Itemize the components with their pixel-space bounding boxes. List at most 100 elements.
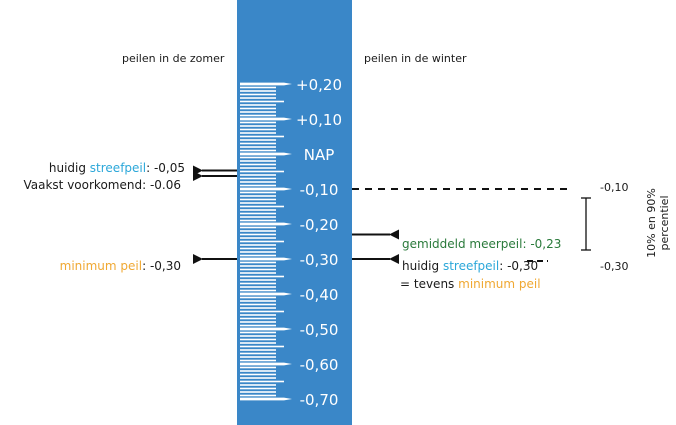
gauge-minor-tick — [240, 279, 276, 281]
gauge-minor-tick — [240, 321, 276, 323]
gauge-minor-tick — [240, 338, 276, 341]
gauge-minor-tick — [240, 391, 276, 393]
winter-streefpeil-prefix: huidig — [402, 259, 443, 273]
gauge-minor-tick — [240, 366, 276, 369]
gauge-minor-tick — [240, 356, 276, 358]
percentile-bracket — [352, 188, 591, 251]
gauge-level-label: -0,10 — [300, 181, 339, 199]
gauge-minor-tick — [240, 384, 276, 386]
winter-heading: peilen in de winter — [364, 52, 467, 65]
summer-streefpeil-prefix: huidig — [49, 161, 90, 175]
gauge-minor-tick — [240, 135, 284, 138]
gauge-minor-tick — [240, 345, 284, 348]
gauge-minor-tick — [240, 373, 276, 376]
summer-vaakst-label: Vaakst voorkomend: -0.06 — [24, 178, 182, 192]
winter-streefpeil-label: huidig streefpeil: -0,30 — [402, 259, 538, 273]
summer-minimum-arrow-head — [193, 254, 203, 264]
winter-tevens-term: minimum peil — [458, 277, 540, 291]
gauge-minor-tick — [240, 170, 284, 173]
gauge-minor-tick — [240, 324, 276, 327]
gauge-labels: +0,20 +0,10 NAP -0,10 -0,20 -0,30 -0,40 -0,50 -0… — [296, 76, 342, 409]
gauge-minor-tick — [240, 254, 276, 257]
gauge-minor-tick — [240, 205, 284, 208]
gauge-minor-tick — [240, 177, 276, 180]
gauge-minor-tick — [240, 247, 276, 250]
gauge-major-tick — [240, 292, 292, 296]
gauge-level-label: -0,20 — [300, 216, 339, 234]
gauge-major-tick — [240, 327, 292, 331]
gauge-minor-tick — [240, 107, 276, 110]
gauge-major-tick — [240, 397, 292, 401]
gauge-minor-tick — [240, 121, 276, 124]
gauge-major-tick — [240, 82, 292, 86]
winter-streefpeil-term: streefpeil — [443, 259, 499, 273]
gauge-minor-tick — [240, 216, 276, 218]
gauge-minor-tick — [240, 331, 276, 334]
winter-meerpeil-arrow-head — [389, 229, 399, 240]
summer-streefpeil-value: : -0,05 — [146, 161, 185, 175]
gauge-minor-tick — [240, 317, 276, 320]
gauge-minor-tick — [240, 219, 276, 222]
percentile-title-line2: percentiel — [658, 195, 671, 250]
summer-heading: peilen in de zomer — [122, 52, 225, 65]
gauge-minor-tick — [240, 198, 276, 201]
gauge-minor-tick — [240, 132, 276, 134]
gauge-ticks — [240, 82, 292, 401]
gauge-minor-tick — [240, 111, 276, 113]
summer-minimum-value: : -0,30 — [142, 259, 181, 273]
gauge-minor-tick — [240, 139, 276, 141]
gauge-minor-tick — [240, 233, 276, 236]
gauge-major-tick — [240, 222, 292, 226]
gauge-level-label: -0,50 — [300, 321, 339, 339]
gauge-level-label: -0,60 — [300, 356, 339, 374]
gauge-minor-tick — [240, 163, 276, 166]
gauge-minor-tick — [240, 370, 276, 372]
gauge-minor-tick — [240, 387, 276, 390]
gauge-minor-tick — [240, 380, 284, 383]
gauge-minor-tick — [240, 237, 276, 239]
gauge-major-tick — [240, 152, 292, 156]
gauge-minor-tick — [240, 160, 276, 162]
gauge-minor-tick — [240, 174, 276, 176]
gauge-minor-tick — [240, 377, 276, 379]
gauge-minor-tick — [240, 251, 276, 253]
winter-streefpeil-value: : -0,30 — [499, 259, 538, 273]
gauge-minor-tick — [240, 240, 284, 243]
gauge-major-tick — [240, 362, 292, 366]
gauge-minor-tick — [240, 104, 276, 106]
summer-vaakst-arrow-head — [193, 171, 203, 181]
gauge-minor-tick — [240, 349, 276, 351]
gauge-minor-tick — [240, 307, 276, 309]
gauge-minor-tick — [240, 286, 276, 288]
summer-arrows — [193, 165, 237, 264]
gauge-minor-tick — [240, 202, 276, 204]
gauge-minor-tick — [240, 230, 276, 232]
gauge-minor-tick — [240, 300, 276, 302]
gauge-major-tick — [240, 187, 292, 191]
gauge-minor-tick — [240, 149, 276, 152]
winter-streefpeil-arrow-head — [389, 254, 399, 264]
gauge-minor-tick — [240, 268, 276, 271]
gauge-minor-tick — [240, 342, 276, 344]
gauge-level-label: +0,10 — [296, 111, 342, 129]
percentile-title: 10% en 90%percentiel — [645, 188, 671, 258]
gauge-minor-tick — [240, 100, 284, 103]
summer-streefpeil-term: streefpeil — [90, 161, 146, 175]
gauge-minor-tick — [240, 289, 276, 292]
percentile-title-line1: 10% en 90% — [645, 188, 658, 258]
gauge-minor-tick — [240, 97, 276, 99]
gauge-major-tick — [240, 117, 292, 121]
gauge-minor-tick — [240, 314, 276, 316]
percentile-lower-label: -0,30 — [600, 260, 628, 273]
gauge-minor-tick — [240, 184, 276, 187]
gauge-minor-tick — [240, 261, 276, 264]
summer-streefpeil-label: huidig streefpeil: -0,05 — [49, 161, 185, 175]
gauge-minor-tick — [240, 303, 276, 306]
gauge-minor-tick — [240, 275, 284, 278]
gauge-minor-tick — [240, 93, 276, 96]
gauge-minor-tick — [240, 114, 276, 117]
gauge-minor-tick — [240, 296, 276, 299]
gauge-minor-tick — [240, 394, 276, 397]
winter-tevens-prefix: = tevens — [400, 277, 458, 291]
